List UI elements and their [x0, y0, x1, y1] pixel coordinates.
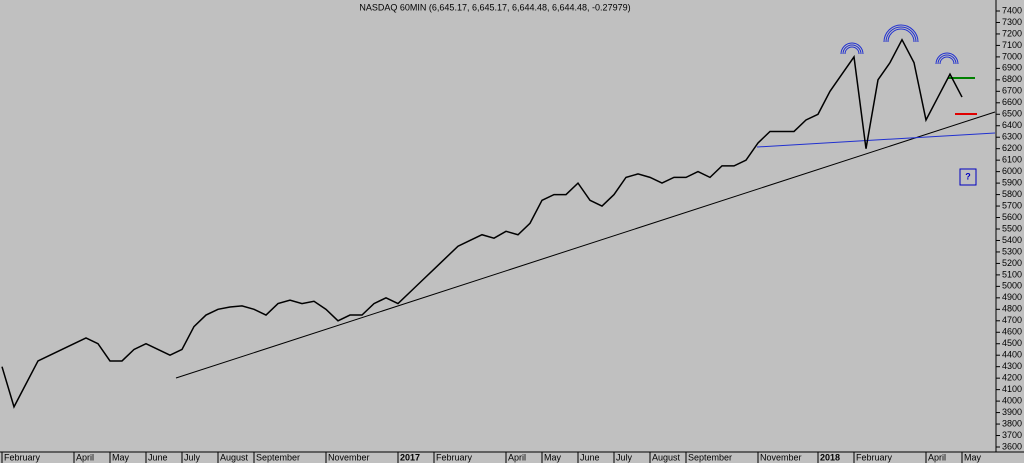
y-tick-label: 6900: [1002, 63, 1022, 73]
annotation: ?: [965, 171, 971, 181]
x-tick-label: July: [184, 452, 201, 462]
neckline: [756, 132, 996, 148]
y-tick-label: 5900: [1002, 177, 1022, 187]
x-tick-label: February: [856, 452, 893, 462]
x-tick-label: August: [652, 452, 681, 462]
y-tick-label: 7000: [1002, 51, 1022, 61]
y-tick-label: 4600: [1002, 327, 1022, 337]
y-tick-label: 4700: [1002, 315, 1022, 325]
y-tick-label: 6300: [1002, 132, 1022, 142]
x-tick-label: June: [580, 452, 600, 462]
x-tick-label: 2017: [400, 452, 420, 462]
y-tick-label: 3800: [1002, 418, 1022, 428]
y-tick-label: 5400: [1002, 235, 1022, 245]
head-shoulders-arcs: [840, 24, 959, 65]
x-tick-label: May: [544, 452, 562, 462]
y-tick-label: 5600: [1002, 212, 1022, 222]
y-tick-label: 4400: [1002, 350, 1022, 360]
y-tick-label: 4100: [1002, 384, 1022, 394]
price-line: [1, 38, 963, 409]
y-tick-label: 6700: [1002, 86, 1022, 96]
y-tick-label: 4000: [1002, 395, 1022, 405]
y-tick-label: 5800: [1002, 189, 1022, 199]
x-tick-label: November: [760, 452, 802, 462]
y-tick-label: 4200: [1002, 373, 1022, 383]
y-tick-label: 5200: [1002, 258, 1022, 268]
y-tick-label: 4300: [1002, 361, 1022, 371]
y-tick-label: 3700: [1002, 430, 1022, 440]
y-tick-label: 5000: [1002, 281, 1022, 291]
y-tick-label: 5500: [1002, 223, 1022, 233]
y-tick-label: 6100: [1002, 155, 1022, 165]
y-tick-label: 6800: [1002, 74, 1022, 84]
x-tick-label: August: [220, 452, 249, 462]
x-tick-label: April: [508, 452, 526, 462]
y-tick-label: 6400: [1002, 120, 1022, 130]
y-tick-label: 3900: [1002, 407, 1022, 417]
y-tick-label: 4800: [1002, 304, 1022, 314]
x-tick-label: 2018: [820, 452, 840, 462]
x-tick-label: May: [112, 452, 130, 462]
y-tick-label: 6000: [1002, 166, 1022, 176]
y-tick-label: 6200: [1002, 143, 1022, 153]
y-tick-label: 6500: [1002, 109, 1022, 119]
y-tick-label: 5100: [1002, 269, 1022, 279]
x-tick-label: September: [688, 452, 732, 462]
x-tick-label: February: [4, 452, 41, 462]
y-tick-label: 4500: [1002, 338, 1022, 348]
x-tick-label: July: [616, 452, 633, 462]
x-tick-label: November: [328, 452, 370, 462]
y-tick-label: 4900: [1002, 292, 1022, 302]
x-tick-label: April: [76, 452, 94, 462]
x-tick-label: September: [256, 452, 300, 462]
y-tick-label: 7100: [1002, 40, 1022, 50]
x-tick-label: June: [148, 452, 168, 462]
y-tick-label: 7200: [1002, 28, 1022, 38]
x-tick-label: May: [964, 452, 982, 462]
y-tick-label: 6600: [1002, 97, 1022, 107]
x-tick-label: April: [928, 452, 946, 462]
trend-line: [175, 111, 996, 379]
y-tick-label: 5700: [1002, 200, 1022, 210]
annotation-box: [959, 168, 977, 186]
chart-title: NASDAQ 60MIN (6,645.17, 6,645.17, 6,644.…: [359, 2, 630, 12]
y-tick-label: 3600: [1002, 441, 1022, 451]
y-tick-label: 7400: [1002, 5, 1022, 15]
y-tick-label: 7300: [1002, 17, 1022, 27]
x-tick-label: February: [436, 452, 473, 462]
y-tick-label: 5300: [1002, 246, 1022, 256]
